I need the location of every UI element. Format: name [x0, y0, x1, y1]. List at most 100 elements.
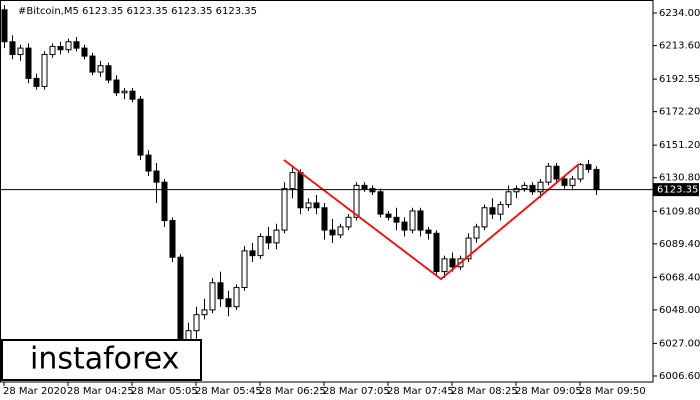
x-tick-label: 28 Mar 05:05 — [131, 386, 198, 397]
candle-body — [465, 237, 472, 260]
candle-body — [313, 202, 320, 209]
candle-body — [193, 314, 200, 332]
y-tick-label: 6089.40 — [659, 239, 700, 250]
y-tick-label: 6130.80 — [659, 173, 700, 184]
candle-body — [577, 164, 584, 180]
candle-body — [25, 47, 32, 79]
candle-body — [57, 46, 64, 51]
candle-body — [369, 188, 376, 193]
y-tick-label: 6213.60 — [659, 41, 700, 52]
x-tick-label: 28 Mar 09:50 — [579, 386, 646, 397]
x-tick-label: 28 Mar 04:25 — [67, 386, 134, 397]
candle-body — [137, 98, 144, 156]
y-tick-label: 6006.60 — [659, 371, 700, 382]
candle-body — [449, 258, 456, 268]
candle-body — [409, 210, 416, 231]
candle-body — [545, 165, 552, 183]
candle-body — [89, 55, 96, 73]
logo-box — [1, 339, 202, 381]
candle-body — [441, 258, 448, 273]
y-tick-label: 6172.20 — [659, 107, 700, 118]
x-tick-label: 28 Mar 09:05 — [515, 386, 582, 397]
candle-body — [297, 172, 304, 209]
candle-body — [593, 168, 600, 191]
y-tick-label: 6192.55 — [659, 74, 700, 85]
candle-body — [73, 41, 80, 49]
candle-body — [481, 207, 488, 228]
candle-body — [113, 79, 120, 94]
candle-body — [9, 41, 16, 55]
candle-body — [393, 216, 400, 223]
marks — [1, 5, 600, 374]
candle-body — [41, 53, 48, 87]
candle-body — [273, 229, 280, 244]
candle-body — [305, 202, 312, 209]
candle-body — [377, 191, 384, 215]
candle-body — [433, 232, 440, 273]
y-tick-label: 6109.80 — [659, 206, 700, 217]
y-tick-label: 6151.20 — [659, 140, 700, 151]
x-tick-label: 28 Mar 08:25 — [451, 386, 518, 397]
logo: instaforex — [30, 342, 179, 377]
candle-body — [257, 235, 264, 257]
candle-body — [233, 287, 240, 308]
candle-body — [473, 226, 480, 239]
candle-body — [1, 9, 8, 43]
candle-body — [569, 178, 576, 186]
candle-body — [17, 47, 24, 55]
x-tick-label: 28 Mar 07:05 — [323, 386, 390, 397]
candle-body — [497, 204, 504, 215]
candle-body — [345, 216, 352, 228]
candle-body — [361, 184, 368, 190]
candle-body — [281, 188, 288, 231]
candle-body — [353, 184, 360, 218]
candle-body — [161, 181, 168, 222]
candle-body — [33, 77, 40, 87]
candle-body — [329, 229, 336, 236]
candle-body — [425, 229, 432, 234]
candle-body — [129, 90, 136, 100]
candle-body — [505, 191, 512, 206]
chart-title: #Bitcoin,M5 6123.35 6123.35 6123.35 6123… — [18, 6, 257, 17]
candle-body — [145, 154, 152, 172]
candle-body — [585, 164, 592, 170]
candle-body — [521, 184, 528, 190]
x-tick-label: 28 Mar 2020 — [3, 386, 66, 397]
candle-body — [337, 226, 344, 236]
candle-body — [401, 221, 408, 231]
candle-body — [289, 172, 296, 190]
candle-body — [513, 188, 520, 193]
candle-body — [529, 184, 536, 193]
x-tick-label: 28 Mar 05:45 — [195, 386, 262, 397]
candle-body — [265, 235, 272, 244]
candle-body — [417, 210, 424, 231]
current-price-label: 6123.35 — [657, 185, 698, 196]
candle-body — [225, 298, 232, 308]
y-tick-label: 6234.00 — [659, 8, 700, 19]
candle-body — [489, 207, 496, 215]
candle-body — [121, 90, 128, 94]
candle-body — [153, 170, 160, 183]
y-tick-label: 6048.00 — [659, 305, 700, 316]
candle-body — [537, 181, 544, 193]
current-price-box — [653, 183, 699, 197]
candle-body — [561, 178, 568, 186]
y-tick-label: 6068.40 — [659, 272, 700, 283]
y-tick-label: 6027.00 — [659, 338, 700, 349]
candle-body — [49, 46, 56, 55]
candle-body — [201, 309, 208, 316]
candle-body — [81, 47, 88, 57]
candle-body — [249, 250, 256, 257]
double-top-pattern — [283, 159, 580, 281]
candle-body — [209, 282, 216, 311]
candle-body — [65, 41, 72, 51]
x-tick-label: 28 Mar 07:45 — [387, 386, 454, 397]
candle-body — [97, 65, 104, 73]
candle-body — [553, 165, 560, 180]
candle-body — [169, 220, 176, 258]
candle-body — [105, 65, 112, 81]
candle-body — [217, 282, 224, 300]
candle-body — [321, 207, 328, 231]
x-tick-label: 28 Mar 06:25 — [259, 386, 326, 397]
